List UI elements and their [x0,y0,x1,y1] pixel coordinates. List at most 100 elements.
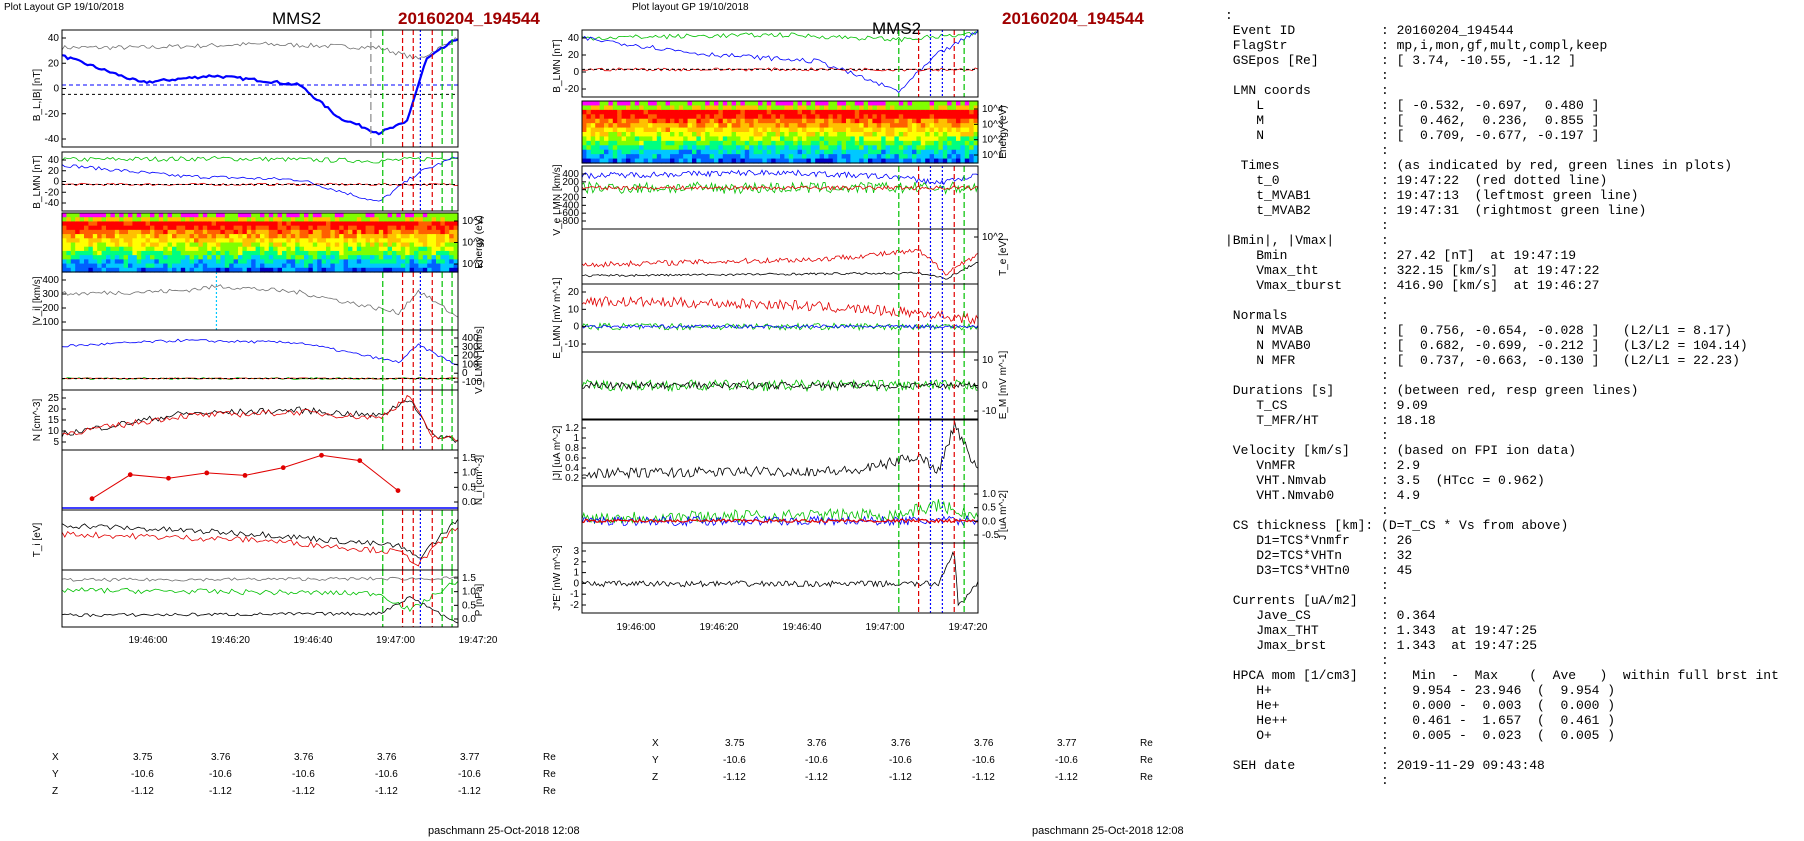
spectrogram-cell [110,238,116,244]
spectrogram-cell [150,242,155,248]
spectrogram-cell [617,132,623,138]
spectrogram-cell [947,140,953,146]
spectrogram-cell [304,242,309,248]
spectrogram-cell [604,132,609,138]
spectrogram-cell [714,109,719,115]
spectrogram-cell [700,140,706,146]
spectrogram-cell [903,145,909,151]
spectrogram-cell [837,140,843,146]
spectrogram-cell [387,246,393,252]
spectrogram-cell [868,158,873,164]
spectrogram-cell [859,114,865,120]
spectrogram-cell [436,217,441,223]
spectrogram-cell [264,246,270,252]
spectrogram-cell [339,255,345,260]
spectrogram-cell [692,149,697,155]
spectrogram-cell [881,101,887,107]
spectrogram-cell [440,213,446,218]
spectrogram-cell [652,145,658,151]
spectrogram-cell [766,140,772,146]
spectrogram-cell [150,234,155,239]
spectrogram-cell [172,225,177,231]
spectrogram-cell [440,229,446,235]
spectrogram-cell [268,238,274,244]
y-tick-label: 0.6 [565,453,579,464]
spectrogram-cell [136,221,142,227]
spectrogram-cell [224,259,230,265]
spectrogram-cell [692,127,697,133]
spectrogram-cell [145,217,151,223]
spectrogram-cell [374,229,380,235]
spectrogram-cell [766,158,772,164]
spectrogram-cell [440,255,446,260]
spectrogram-cell [229,229,235,235]
spectrogram-cell [841,123,847,129]
spectrogram-cell [224,238,230,244]
spectrogram-cell [766,101,772,107]
spectrogram-cell [158,217,164,223]
info-line: L : [ -0.532, -0.697, 0.480 ] [1225,98,1600,113]
spectrogram-cell [617,154,623,160]
spectrogram-cell [599,132,605,138]
spectrogram-cell [960,149,966,155]
spectrogram-cell [277,238,283,244]
spectrogram-cell [964,109,970,115]
spectrogram-cell [220,259,226,265]
spectrogram-cell [766,114,772,120]
spectrogram-cell [198,213,204,218]
info-line: : [1225,428,1389,443]
spectrogram-cell [938,114,944,120]
coord-value: -10.6 [458,769,481,780]
spectrogram-cell [705,140,711,146]
spectrogram-cell [788,158,794,164]
spectrogram-cell [885,145,891,151]
spectrogram-cell [634,158,640,164]
y-tick-label: 1 [573,433,579,444]
spectrogram-cell [396,267,402,273]
spectrogram-cell [652,101,658,107]
spectrogram-cell [180,255,186,260]
spectrogram-cell [740,140,746,146]
spectrogram-cell [409,246,415,252]
spectrogram-cell [929,154,935,160]
spectrogram-cell [727,127,733,133]
spectrogram-cell [744,136,750,142]
spectrogram-cell [92,255,98,260]
spectrogram-cell [771,127,777,133]
spectrogram-cell [114,246,120,252]
spectrogram-cell [167,221,173,227]
spectrogram-cell [361,229,367,235]
spectrogram-cell [321,263,327,269]
coord-value: -1.12 [1055,772,1078,783]
spectrogram-cell [894,127,900,133]
spectrogram-cell [361,246,367,252]
spectrogram-cell [683,118,689,124]
spectrogram-cell [260,263,265,269]
spectrogram-cell [960,145,966,151]
spectrogram-cell [229,225,235,231]
info-line: CS thickness [km]: (D=T_CS * Vs from abo… [1225,518,1569,533]
spectrogram-cell [709,136,715,142]
spectrogram-cell [696,105,702,111]
spectrogram-cell [260,229,265,235]
spectrogram-cell [251,229,257,235]
spectrogram-cell [700,105,706,111]
spectrogram-cell [405,263,411,269]
spectrogram-cell [211,263,217,269]
spectrogram-cell [158,255,164,260]
spectrogram-cell [224,221,230,227]
spectrogram-cell [683,127,689,133]
spectrogram-cell [304,246,309,252]
spectrogram-cell [189,242,195,248]
y-tick-label: -40 [45,198,60,209]
spectrogram-cell [260,250,265,256]
spectrogram-cell [383,255,389,260]
spectrogram-cell [167,238,173,244]
spectrogram-cell [352,229,358,235]
spectrogram-cell [648,149,653,155]
spectrogram-cell [929,109,935,115]
spectrogram-cell [612,101,618,107]
y-tick-label: 0 [573,67,579,78]
spectrogram-cell [907,132,913,138]
